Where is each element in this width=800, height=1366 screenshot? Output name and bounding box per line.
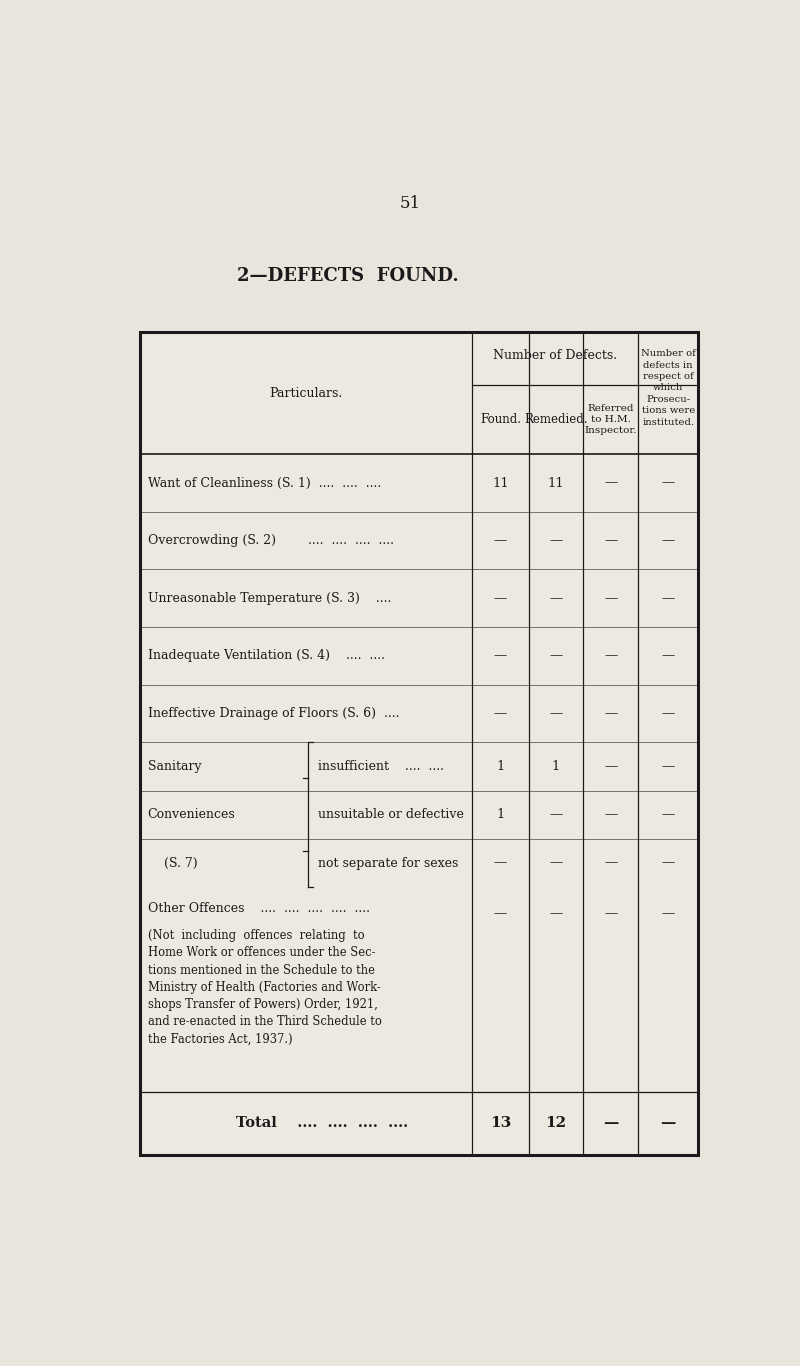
Text: —: —: [604, 649, 617, 663]
Text: Ineffective Drainage of Floors (S. 6)  ....: Ineffective Drainage of Floors (S. 6) ..…: [148, 708, 399, 720]
Text: —: —: [603, 1116, 618, 1130]
Text: —: —: [604, 591, 617, 605]
Text: 1: 1: [552, 759, 560, 773]
Text: —: —: [662, 907, 675, 921]
Text: —: —: [604, 534, 617, 548]
Text: Unreasonable Temperature (S. 3)    ....: Unreasonable Temperature (S. 3) ....: [148, 591, 391, 605]
Text: —: —: [494, 708, 507, 720]
Text: Total    ....  ....  ....  ....: Total .... .... .... ....: [235, 1116, 408, 1130]
Text: —: —: [662, 759, 675, 773]
Text: —: —: [550, 708, 562, 720]
Text: 13: 13: [490, 1116, 511, 1130]
Text: —: —: [662, 809, 675, 821]
Text: —: —: [550, 649, 562, 663]
Text: Sanitary: Sanitary: [148, 759, 202, 773]
Text: —: —: [550, 907, 562, 921]
Text: —: —: [661, 1116, 676, 1130]
Text: —: —: [604, 907, 617, 921]
Text: insufficient    ....  ....: insufficient .... ....: [318, 759, 444, 773]
Text: —: —: [550, 534, 562, 548]
Bar: [140, 332, 698, 1154]
Text: —: —: [662, 534, 675, 548]
Text: —: —: [494, 591, 507, 605]
Text: —: —: [604, 708, 617, 720]
Text: —: —: [494, 649, 507, 663]
Text: —: —: [494, 856, 507, 870]
Text: Overcrowding (S. 2)        ....  ....  ....  ....: Overcrowding (S. 2) .... .... .... ....: [148, 534, 394, 548]
Text: 12: 12: [546, 1116, 566, 1130]
Text: —: —: [494, 534, 507, 548]
Text: (Not  including  offences  relating  to
Home Work or offences under the Sec-
tio: (Not including offences relating to Home…: [148, 929, 382, 1045]
Text: (S. 7): (S. 7): [148, 856, 198, 870]
Text: Found.: Found.: [480, 413, 521, 426]
Text: Number of
defects in
respect of
which
Prosecu-
tions were
instituted.: Number of defects in respect of which Pr…: [641, 350, 696, 426]
Text: Want of Cleanliness (S. 1)  ....  ....  ....: Want of Cleanliness (S. 1) .... .... ...…: [148, 477, 381, 489]
Text: —: —: [550, 809, 562, 821]
Text: 2—DEFECTS  FOUND.: 2—DEFECTS FOUND.: [237, 268, 459, 285]
Text: 51: 51: [399, 195, 421, 212]
Text: —: —: [662, 477, 675, 489]
Text: —: —: [662, 856, 675, 870]
Text: 11: 11: [548, 477, 564, 489]
Text: 11: 11: [492, 477, 509, 489]
Text: —: —: [550, 591, 562, 605]
Text: Number of Defects.: Number of Defects.: [493, 348, 617, 362]
Text: Inadequate Ventilation (S. 4)    ....  ....: Inadequate Ventilation (S. 4) .... ....: [148, 649, 385, 663]
Text: —: —: [550, 856, 562, 870]
Text: Other Offences    ....  ....  ....  ....  ....: Other Offences .... .... .... .... ....: [148, 902, 370, 915]
Text: unsuitable or defective: unsuitable or defective: [318, 809, 463, 821]
Text: not separate for sexes: not separate for sexes: [318, 856, 458, 870]
Text: —: —: [604, 809, 617, 821]
Text: 1: 1: [496, 759, 505, 773]
Text: Remedied.: Remedied.: [524, 413, 588, 426]
Text: —: —: [662, 649, 675, 663]
Text: —: —: [494, 907, 507, 921]
Text: —: —: [604, 759, 617, 773]
Text: Particulars.: Particulars.: [270, 387, 342, 400]
Text: —: —: [604, 856, 617, 870]
Text: Referred
to H.M.
Inspector.: Referred to H.M. Inspector.: [584, 403, 637, 436]
Text: —: —: [662, 708, 675, 720]
Text: —: —: [662, 591, 675, 605]
Text: Conveniences: Conveniences: [148, 809, 235, 821]
Text: 1: 1: [496, 809, 505, 821]
Text: —: —: [604, 477, 617, 489]
